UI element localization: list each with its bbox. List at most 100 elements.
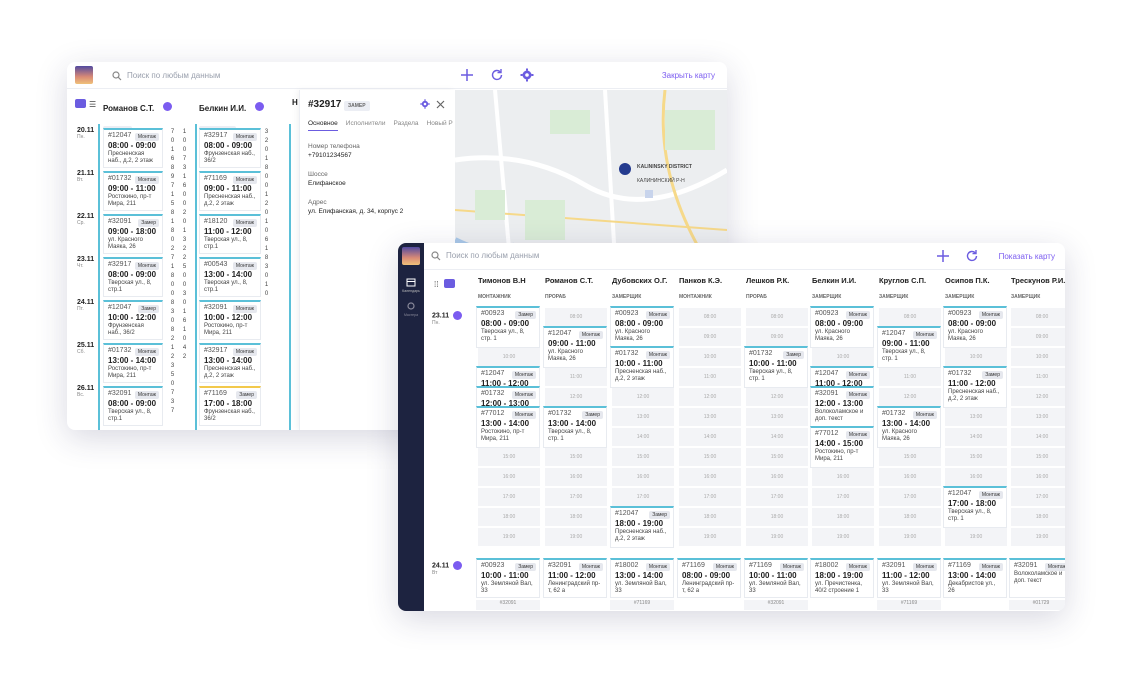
time-slot[interactable]: 12:00 [879,388,941,406]
time-slot[interactable]: 16:00 [478,468,540,486]
time-slot[interactable]: 15:00 [612,448,674,466]
app-logo[interactable] [402,247,420,265]
refresh-icon[interactable] [490,68,504,82]
avatar[interactable] [453,311,463,320]
appointment-card[interactable]: #12047 Монтаж 09:00 - 11:00 Тверская ул., 8… [877,326,941,368]
list-view-icon[interactable]: ⁞⁞ [434,280,439,289]
time-slot[interactable]: 16:00 [812,468,874,486]
time-slot[interactable]: 18:00 [879,508,941,526]
time-slot[interactable]: 11:00 [545,368,607,386]
time-slot[interactable]: 19:00 [812,528,874,546]
time-slot[interactable]: 16:00 [746,468,808,486]
time-slot[interactable]: 17:00 [879,488,941,506]
time-slot[interactable]: 12:00 [545,388,607,406]
appointment-card[interactable]: #01732 Замер 13:00 - 14:00 Тверская ул., 8,… [543,406,607,448]
appointment-card[interactable]: #71169 Замер 17:00 - 18:00 Фрунзенская наб.… [199,386,261,426]
appointment-card[interactable]: #12047 Монтаж 17:00 - 18:00 Тверская ул., 8… [943,486,1007,528]
time-slot[interactable]: 09:00 [1011,328,1065,346]
time-slot[interactable]: 10:00 [812,348,874,366]
time-slot[interactable]: 19:00 [679,528,741,546]
time-slot[interactable]: 16:00 [612,468,674,486]
appointment-card[interactable]: #01732 Монтаж 13:00 - 14:00 Ростокино, пр-т… [103,343,163,383]
appointment-card[interactable]: #00923 Монтаж 08:00 - 09:00 ул. Красного Ма… [810,306,874,348]
time-slot[interactable]: 15:00 [945,448,1007,466]
time-slot[interactable]: 15:00 [1011,448,1065,466]
time-slot[interactable]: 15:00 [746,448,808,466]
avatar[interactable] [162,102,172,112]
time-slot[interactable]: 13:00 [679,408,741,426]
time-slot[interactable]: 13:00 [612,408,674,426]
time-slot[interactable]: 17:00 [545,488,607,506]
appointment-card[interactable]: #32091 Монтаж 08:00 - 09:00 Тверская ул., 8… [103,386,163,426]
next-order[interactable]: #71169 [610,600,674,610]
appointment-card[interactable]: #71169 Монтаж 08:00 - 09:00 Ленинградский п… [677,558,741,598]
time-slot[interactable]: 16:00 [1011,468,1065,486]
time-slot[interactable]: 19:00 [945,528,1007,546]
calendar-icon[interactable] [406,277,416,287]
next-order[interactable]: #01729 [1009,600,1065,610]
next-order[interactable]: #32091 [744,600,808,610]
sidebar-item-masters[interactable]: Мастера [403,313,419,317]
time-slot[interactable]: 10:00 [679,348,741,366]
appointment-card[interactable]: #71169 Монтаж 13:00 - 14:00 Декабристов ул.… [943,558,1007,598]
appointment-card[interactable]: #00543 Монтаж 13:00 - 14:00 Тверская ул., 8… [199,257,261,297]
time-slot[interactable]: 16:00 [545,468,607,486]
tab-sections[interactable]: Раздела [393,120,419,127]
time-slot[interactable]: 16:00 [879,468,941,486]
time-slot[interactable]: 18:00 [679,508,741,526]
time-slot[interactable]: 13:00 [746,408,808,426]
appointment-card[interactable]: #32917 Монтаж 08:00 - 09:00 Тверская ул., 8… [103,257,163,297]
appointment-card[interactable]: #01732 Замер 11:00 - 12:00 Пресненская наб.… [943,366,1007,408]
appointment-card[interactable]: #71169 Монтаж 10:00 - 11:00 ул. Земляной Ва… [744,558,808,598]
time-slot[interactable]: 17:00 [478,488,540,506]
appointment-card[interactable]: #18002 Монтаж 18:00 - 19:00 ул. Пречистенка… [810,558,874,598]
appointment-card[interactable]: #01732 Монтаж 09:00 - 11:00 Ростокино, пр-т… [103,171,163,211]
appointment-card[interactable]: #00923 Замер 08:00 - 09:00 Тверская ул., 8,… [476,306,540,348]
time-slot[interactable]: 09:00 [679,328,741,346]
time-slot[interactable]: 18:00 [1011,508,1065,526]
time-slot[interactable]: 10:00 [945,348,1007,366]
list-view-icon[interactable]: ☰ [89,100,97,109]
grid-view-icon[interactable] [75,99,86,108]
time-slot[interactable]: 15:00 [545,448,607,466]
time-slot[interactable]: 15:00 [478,448,540,466]
grid-view-icon[interactable] [444,279,455,288]
time-slot[interactable]: 12:00 [1011,388,1065,406]
time-slot[interactable]: 16:00 [679,468,741,486]
time-slot[interactable]: 17:00 [746,488,808,506]
time-slot[interactable]: 11:00 [679,368,741,386]
time-slot[interactable]: 09:00 [746,328,808,346]
time-slot[interactable]: 14:00 [612,428,674,446]
plus-icon[interactable] [936,249,950,263]
time-slot[interactable]: 14:00 [945,428,1007,446]
time-slot[interactable]: 17:00 [1011,488,1065,506]
appointment-card[interactable]: #32917 Монтаж 08:00 - 09:00 Фрунзенская наб… [199,128,261,168]
time-slot[interactable]: 18:00 [478,508,540,526]
appointment-card[interactable]: #77012 Монтаж 14:00 - 15:00 Ростокино, пр-т… [810,426,874,468]
refresh-icon[interactable] [965,249,979,263]
time-slot[interactable]: 17:00 [679,488,741,506]
time-slot[interactable]: 18:00 [746,508,808,526]
time-slot[interactable]: 11:00 [879,368,941,386]
gear-icon[interactable] [520,68,534,82]
time-slot[interactable]: 14:00 [746,428,808,446]
appointment-card[interactable]: #00923 Монтаж 08:00 - 09:00 ул. Красного Ма… [610,306,674,348]
tab-main[interactable]: Основное [308,120,338,131]
appointment-card[interactable]: #01732 Монтаж 13:00 - 14:00 ул. Красного Ма… [877,406,941,448]
time-slot[interactable]: 18:00 [545,508,607,526]
phone-value[interactable]: +79101234567 [308,152,352,160]
appointment-card[interactable]: #77012 Монтаж 13:00 - 14:00 Ростокино, пр-т… [476,406,540,448]
time-slot[interactable]: 12:00 [612,388,674,406]
appointment-card[interactable]: #32091 Монтаж 11:00 - 12:00 Ленинградский п… [543,558,607,598]
settings-icon[interactable] [406,301,416,311]
appointment-card[interactable]: #32917 Монтаж 13:00 - 14:00 Пресненская наб… [199,343,261,383]
appointment-card[interactable]: #71169 Монтаж 09:00 - 11:00 Пресненская наб… [199,171,261,211]
appointment-card[interactable]: #32091 Монтаж 12:00 - 13:00 Волоколамское и… [810,386,874,428]
search-input[interactable]: Поиск по любым данным [127,71,221,80]
time-slot[interactable]: 19:00 [746,528,808,546]
appointment-card[interactable]: #01732 Замер 10:00 - 11:00 Тверская ул., 8,… [744,346,808,388]
time-slot[interactable]: 17:00 [612,488,674,506]
avatar[interactable] [453,561,463,570]
time-slot[interactable]: 14:00 [1011,428,1065,446]
search-input[interactable]: Поиск по любым данным [446,251,540,260]
